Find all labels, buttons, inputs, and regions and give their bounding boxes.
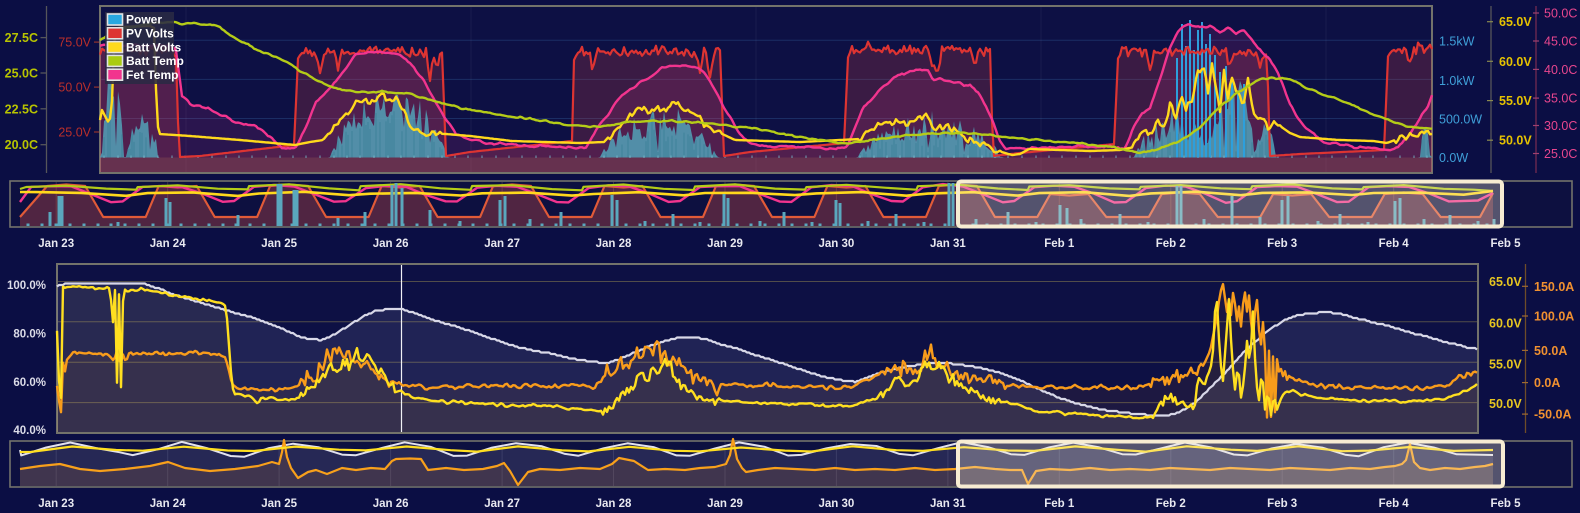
- svg-text:Batt Volts: Batt Volts: [126, 40, 181, 54]
- svg-text:60.0%: 60.0%: [13, 377, 46, 389]
- svg-text:40.0%: 40.0%: [13, 425, 46, 437]
- svg-text:Feb 4: Feb 4: [1379, 498, 1410, 510]
- svg-text:50.0C: 50.0C: [1544, 7, 1577, 21]
- svg-text:Jan 25: Jan 25: [261, 238, 297, 250]
- svg-text:25.0C: 25.0C: [1544, 147, 1577, 161]
- svg-text:45.0C: 45.0C: [1544, 35, 1577, 49]
- svg-text:25.0V: 25.0V: [58, 126, 91, 140]
- svg-text:Jan 30: Jan 30: [818, 238, 854, 250]
- svg-text:75.0V: 75.0V: [58, 36, 91, 50]
- svg-text:20.0C: 20.0C: [5, 138, 38, 152]
- svg-text:Feb 4: Feb 4: [1379, 238, 1410, 250]
- svg-text:60.0V: 60.0V: [1499, 55, 1532, 69]
- svg-text:50.0V: 50.0V: [58, 81, 91, 95]
- svg-text:Feb 5: Feb 5: [1490, 238, 1521, 250]
- svg-text:100.0A: 100.0A: [1534, 310, 1574, 324]
- svg-text:0.0A: 0.0A: [1534, 376, 1560, 390]
- svg-text:-50.0A: -50.0A: [1534, 408, 1572, 422]
- svg-text:Jan 24: Jan 24: [150, 238, 186, 250]
- svg-text:Jan 29: Jan 29: [707, 498, 743, 510]
- svg-text:65.0V: 65.0V: [1499, 15, 1532, 29]
- svg-text:65.0V: 65.0V: [1489, 275, 1522, 289]
- svg-text:50.0A: 50.0A: [1534, 344, 1567, 358]
- svg-text:Jan 26: Jan 26: [373, 498, 409, 510]
- svg-text:Jan 24: Jan 24: [150, 498, 186, 510]
- svg-text:25.0C: 25.0C: [5, 67, 38, 81]
- svg-text:60.0V: 60.0V: [1489, 317, 1522, 331]
- svg-text:Power: Power: [126, 13, 162, 27]
- svg-text:Jan 27: Jan 27: [484, 238, 520, 250]
- svg-text:Jan 28: Jan 28: [596, 238, 632, 250]
- svg-text:Feb 2: Feb 2: [1156, 498, 1186, 510]
- svg-text:Jan 23: Jan 23: [38, 498, 74, 510]
- svg-text:50.0V: 50.0V: [1489, 397, 1522, 411]
- svg-text:Feb 1: Feb 1: [1044, 238, 1075, 250]
- svg-text:Feb 5: Feb 5: [1490, 498, 1521, 510]
- svg-text:Jan 29: Jan 29: [707, 238, 743, 250]
- svg-text:55.0V: 55.0V: [1499, 94, 1532, 108]
- svg-text:100.0%: 100.0%: [7, 280, 46, 292]
- svg-text:500.0W: 500.0W: [1439, 113, 1482, 127]
- svg-text:Jan 25: Jan 25: [261, 498, 297, 510]
- svg-text:35.0C: 35.0C: [1544, 92, 1577, 106]
- svg-text:80.0%: 80.0%: [13, 328, 46, 340]
- svg-text:Feb 2: Feb 2: [1156, 238, 1186, 250]
- svg-text:Jan 31: Jan 31: [930, 498, 966, 510]
- svg-text:0.0W: 0.0W: [1439, 151, 1468, 165]
- svg-text:30.0C: 30.0C: [1544, 119, 1577, 133]
- svg-text:40.0C: 40.0C: [1544, 63, 1577, 77]
- svg-text:Jan 28: Jan 28: [596, 498, 632, 510]
- svg-text:27.5C: 27.5C: [5, 31, 38, 45]
- svg-text:Jan 26: Jan 26: [373, 238, 409, 250]
- svg-text:Feb 3: Feb 3: [1267, 238, 1297, 250]
- svg-text:Jan 27: Jan 27: [484, 498, 520, 510]
- svg-text:150.0A: 150.0A: [1534, 280, 1574, 294]
- svg-text:Jan 30: Jan 30: [818, 498, 854, 510]
- svg-text:1.0kW: 1.0kW: [1439, 74, 1475, 88]
- svg-text:Fet Temp: Fet Temp: [126, 68, 178, 82]
- svg-text:Batt Temp: Batt Temp: [126, 54, 184, 68]
- svg-text:PV Volts: PV Volts: [126, 27, 174, 41]
- svg-text:22.5C: 22.5C: [5, 102, 38, 116]
- svg-text:55.0V: 55.0V: [1489, 358, 1522, 372]
- svg-text:Feb 3: Feb 3: [1267, 498, 1297, 510]
- svg-text:Jan 23: Jan 23: [38, 238, 74, 250]
- svg-text:1.5kW: 1.5kW: [1439, 35, 1475, 49]
- svg-text:Jan 31: Jan 31: [930, 238, 966, 250]
- svg-text:Feb 1: Feb 1: [1044, 498, 1075, 510]
- svg-text:50.0V: 50.0V: [1499, 134, 1532, 148]
